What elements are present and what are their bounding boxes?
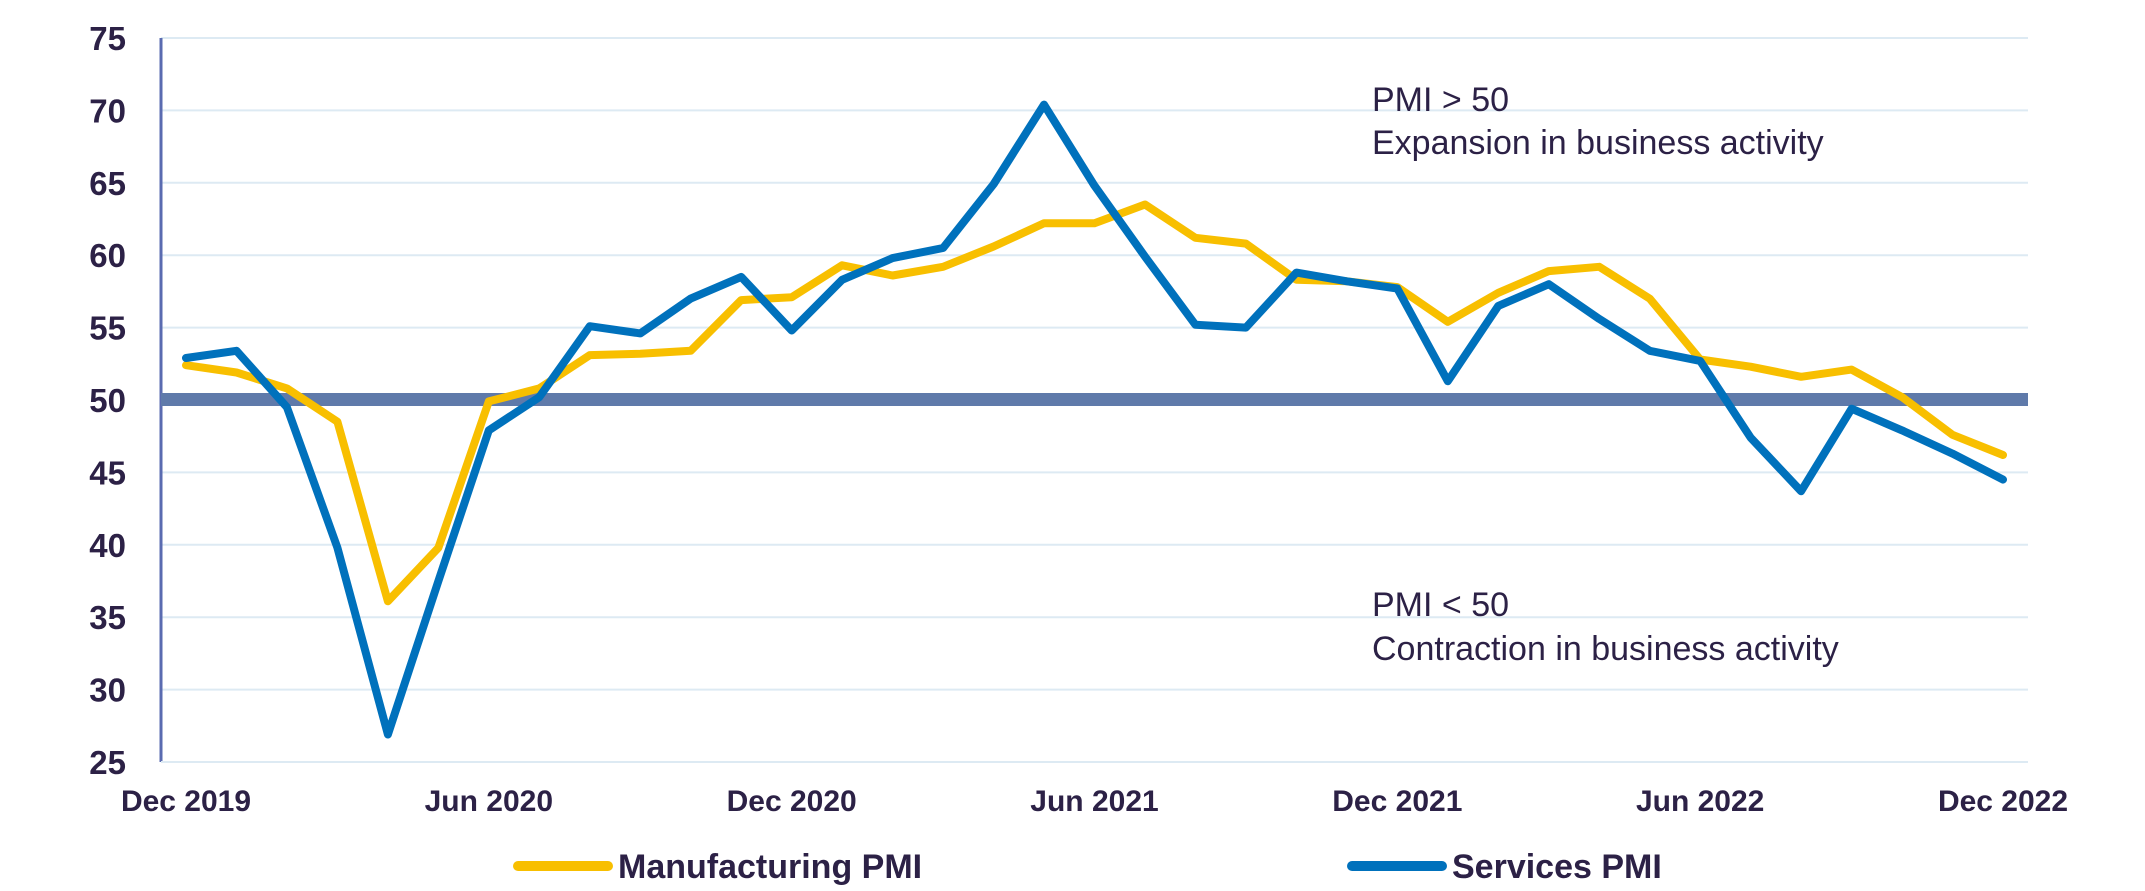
y-tick-label-70: 70 [89,92,126,129]
y-tick-label-50: 50 [89,382,126,419]
y-tick-label-45: 45 [89,454,126,491]
series-lines [182,100,2007,739]
annotation-contraction-line1: PMI < 50 [1372,586,1509,624]
y-tick-label-55: 55 [89,310,126,347]
y-tick-label-35: 35 [89,599,126,636]
annotation-expansion: PMI > 50 Expansion in business activity [1372,81,1824,162]
legend: Manufacturing PMI Services PMI [513,848,1662,886]
annotation-expansion-line2: Expansion in business activity [1372,124,1824,162]
series-line-services-pmi [182,100,2007,739]
x-tick-label-dec-2022: Dec 2022 [1938,785,2068,818]
x-tick-label-dec-2020: Dec 2020 [727,785,857,818]
y-tick-label-65: 65 [89,165,126,202]
legend-item-manufacturing: Manufacturing PMI [513,848,922,886]
y-tick-label-40: 40 [89,527,126,564]
y-tick-label-60: 60 [89,237,126,274]
legend-label-services: Services PMI [1452,848,1662,886]
x-tick-label-jun-2022: Jun 2022 [1636,785,1764,818]
x-tick-label-jun-2020: Jun 2020 [425,785,553,818]
legend-item-services: Services PMI [1347,848,1662,886]
threshold-line-50 [161,393,2028,406]
annotation-contraction: PMI < 50 Contraction in business activit… [1372,586,1839,668]
legend-label-manufacturing: Manufacturing PMI [618,848,922,886]
annotation-expansion-line1: PMI > 50 [1372,81,1509,119]
y-tick-label-75: 75 [89,20,126,57]
y-tick-label-30: 30 [89,672,126,709]
x-tick-label-jun-2021: Jun 2021 [1030,785,1158,818]
x-tick-label-dec-2019: Dec 2019 [121,785,251,818]
x-tick-label-dec-2021: Dec 2021 [1332,785,1462,818]
y-axis-ticks: 25 30 35 40 45 50 55 60 65 70 75 [89,20,126,781]
y-tick-label-25: 25 [89,744,126,781]
annotation-contraction-line2: Contraction in business activity [1372,630,1839,668]
x-axis-ticks: Dec 2019 Jun 2020 Dec 2020 Jun 2021 Dec 2021… [121,785,2068,818]
